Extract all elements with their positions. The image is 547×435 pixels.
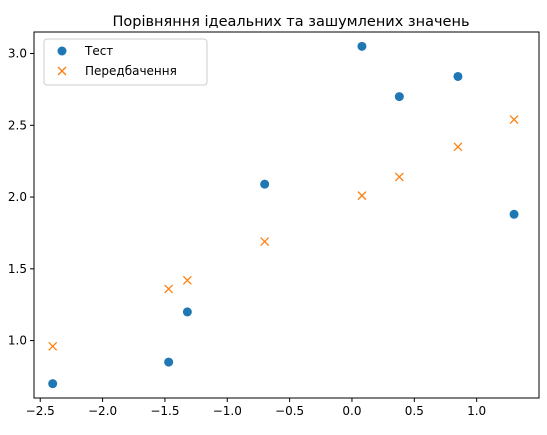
test-point [509,209,519,219]
x-tick-label: −0.5 [275,404,304,418]
x-tick-label: −1.5 [150,404,179,418]
x-tick-label: 0.0 [342,404,361,418]
x-tick-label: −2.5 [26,404,55,418]
y-tick-label: 2.5 [8,118,27,132]
plot-area [34,32,539,398]
test-point [394,92,404,102]
prediction-point [509,115,519,125]
x-axis: −2.5 −2.0 −1.5 −1.0 −0.5 0.0 0.5 1.0 [26,398,486,418]
legend-box [43,38,208,86]
x-tick-label: −2.0 [88,404,117,418]
y-tick-label: 3.0 [8,47,27,61]
x-tick-label: 0.5 [405,404,424,418]
y-tick-label: 1.0 [8,334,27,348]
y-tick-label: 1.5 [8,262,27,276]
prediction-point [182,275,192,285]
legend-label: Тест [84,44,113,58]
test-point [164,357,174,367]
legend-circle-icon [57,46,67,56]
prediction-point [48,341,58,351]
chart-title: Порівняння ідеальних та зашумлених значе… [112,14,469,30]
data-marks [48,41,519,389]
y-tick-label: 2.0 [8,190,27,204]
plot-border [33,31,540,399]
prediction-point [394,172,404,182]
test-point [260,179,270,189]
prediction-point [453,142,463,152]
test-point [48,379,58,389]
prediction-point [164,284,174,294]
legend: Тест Передбачення [43,38,208,86]
y-axis: 1.0 1.5 2.0 2.5 3.0 [8,47,34,348]
legend-label: Передбачення [85,64,177,78]
x-tick-label: −1.0 [213,404,242,418]
test-point [182,307,192,317]
test-point [357,41,367,51]
x-tick-label: 1.0 [467,404,486,418]
prediction-point [357,191,367,201]
prediction-point [260,237,270,247]
legend-cross-icon [57,66,67,76]
test-point [453,71,463,81]
